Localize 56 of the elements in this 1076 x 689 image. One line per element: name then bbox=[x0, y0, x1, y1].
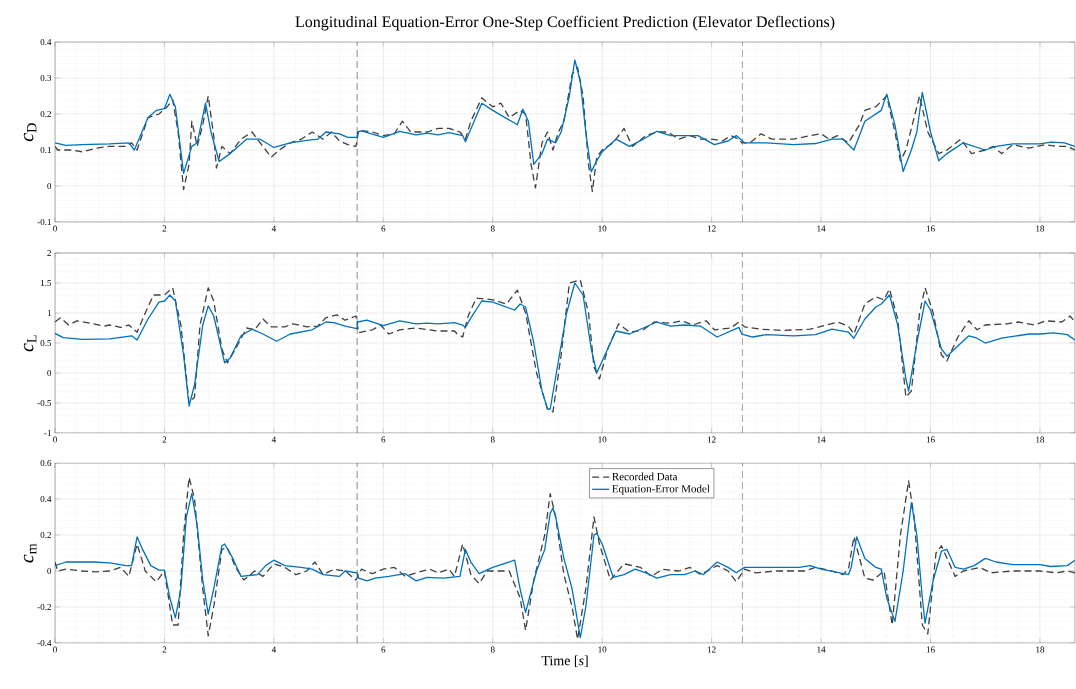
x-tick-label: 10 bbox=[598, 436, 607, 443]
x-tick-label: 4 bbox=[271, 646, 276, 653]
y-tick-label: 0.6 bbox=[40, 459, 52, 467]
x-tick-label: 2 bbox=[162, 436, 167, 443]
x-tick-label: 6 bbox=[381, 646, 386, 653]
y-tick-label: -0.5 bbox=[37, 399, 52, 407]
x-tick-label: 16 bbox=[926, 436, 935, 443]
y-axis-title: c$_{D}$ bbox=[23, 123, 37, 142]
y-tick-label: 0.4 bbox=[40, 38, 52, 46]
x-tick-label: 16 bbox=[926, 225, 935, 232]
x-tick-label: 14 bbox=[817, 436, 826, 443]
x-tick-label: 12 bbox=[707, 225, 716, 232]
y-tick-label: 0.1 bbox=[40, 146, 51, 154]
y-tick-label: 0.3 bbox=[40, 74, 52, 82]
y-tick-label: 0 bbox=[47, 182, 52, 190]
y-tick-label: -1 bbox=[44, 430, 51, 436]
x-tick-label: 4 bbox=[271, 225, 276, 232]
y-axis-title: c$_{m}$ bbox=[23, 543, 37, 563]
x-tick-label: 14 bbox=[817, 225, 826, 232]
x-tick-label: 4 bbox=[271, 436, 276, 443]
x-tick-label: 14 bbox=[817, 646, 826, 653]
x-tick-label: 2 bbox=[162, 646, 167, 653]
x-tick-label: 0 bbox=[53, 225, 57, 232]
x-tick-label: 8 bbox=[490, 225, 495, 232]
x-tick-label: 6 bbox=[381, 436, 386, 443]
x-tick-label: 12 bbox=[707, 646, 716, 653]
y-tick-label: 0.4 bbox=[40, 495, 52, 503]
x-tick-label: 8 bbox=[490, 436, 495, 443]
y-tick-label: -0.1 bbox=[37, 218, 51, 226]
x-axis-title: Time [s] bbox=[541, 655, 588, 668]
legend-label: Equation-Error Model bbox=[612, 484, 710, 495]
x-tick-label: 12 bbox=[707, 436, 716, 443]
y-tick-label: -0.2 bbox=[37, 603, 51, 611]
y-tick-label: 0.5 bbox=[40, 339, 52, 347]
y-tick-label: -0.4 bbox=[37, 639, 52, 647]
y-tick-label: 1.5 bbox=[41, 279, 52, 287]
chart-title: Longitudinal Equation-Error One-Step Coefficient Prediction (Elevator Deflections) bbox=[295, 15, 835, 31]
x-tick-label: 2 bbox=[162, 225, 167, 232]
x-tick-label: 0 bbox=[53, 646, 57, 653]
x-tick-label: 6 bbox=[381, 225, 386, 232]
y-tick-label: 2 bbox=[47, 250, 51, 256]
y-tick-label: 0 bbox=[47, 369, 52, 377]
y-tick-label: 0 bbox=[47, 567, 52, 575]
y-axis-title: c$_{L}$ bbox=[23, 335, 37, 352]
x-tick-label: 18 bbox=[1036, 225, 1045, 232]
x-tick-label: 8 bbox=[490, 646, 495, 653]
y-tick-label: 0.2 bbox=[40, 110, 51, 118]
x-tick-label: 16 bbox=[926, 646, 935, 653]
legend-label: Recorded Data bbox=[612, 472, 678, 481]
x-tick-label: 0 bbox=[53, 436, 57, 443]
y-tick-label: 0.2 bbox=[40, 531, 51, 539]
x-tick-label: 10 bbox=[598, 646, 607, 653]
y-tick-label: 1 bbox=[47, 310, 51, 316]
x-tick-label: 18 bbox=[1036, 436, 1045, 443]
x-tick-label: 18 bbox=[1036, 646, 1045, 653]
x-tick-label: 10 bbox=[598, 225, 607, 232]
